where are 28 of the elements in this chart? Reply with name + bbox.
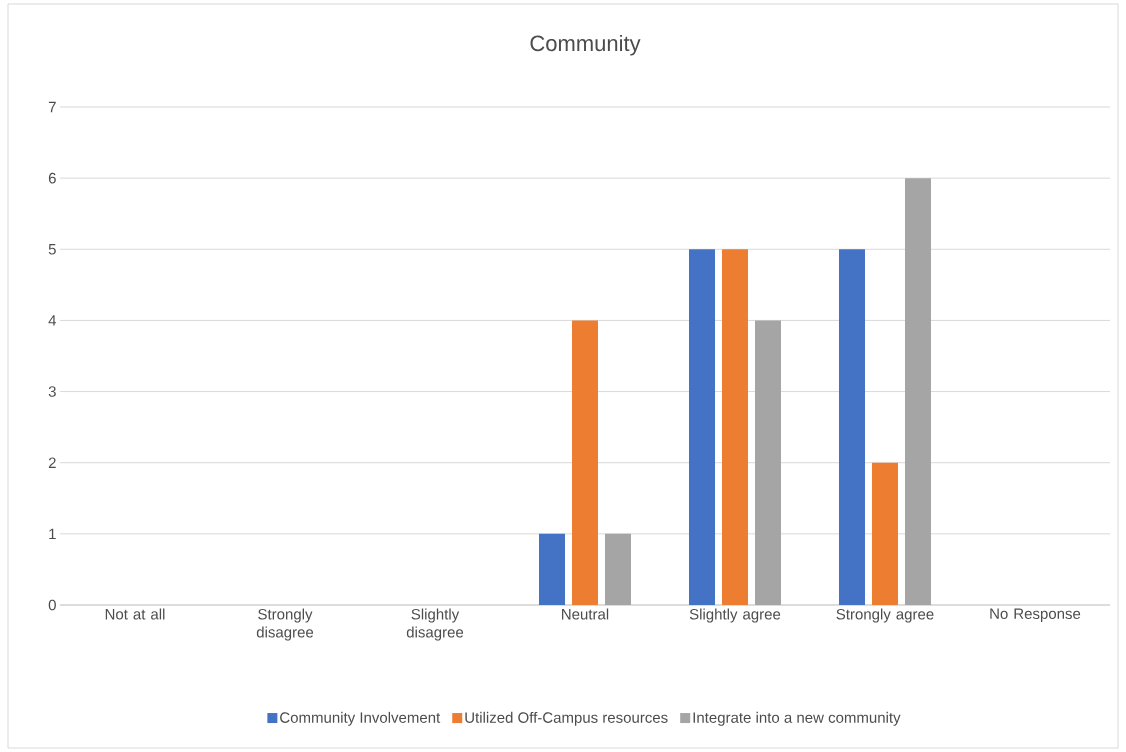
bar <box>904 178 931 605</box>
bar <box>604 533 631 605</box>
bar <box>871 462 898 605</box>
x-tick-label: Neutral <box>562 608 609 620</box>
bar <box>538 533 565 605</box>
bar <box>571 320 598 605</box>
legend-label: Integrate into a new community <box>693 711 901 726</box>
y-tick-label: 5 <box>48 244 56 255</box>
y-tick-label: 2 <box>48 457 56 468</box>
y-tick-label: 1 <box>49 528 56 540</box>
y-tick-label: 0 <box>48 599 56 611</box>
x-tick-label: Slightly agree <box>689 608 781 623</box>
chart-title: Community <box>530 34 641 56</box>
x-tick-label: No Response <box>990 608 1081 622</box>
bar <box>688 249 715 605</box>
legend-label: Utilized Off-Campus resources <box>465 711 668 726</box>
legend-label: Community Involvement <box>280 711 441 726</box>
bar <box>838 249 865 605</box>
x-tick-label: Strongly disagree <box>256 608 314 641</box>
x-tick-label: Slightly disagree <box>406 608 464 641</box>
y-tick-label: 3 <box>48 386 56 397</box>
x-tick-label: Strongly agree <box>836 608 934 623</box>
x-tick-label: Not at all <box>105 608 165 620</box>
bar <box>754 320 781 605</box>
y-tick-label: 7 <box>48 101 56 113</box>
y-tick-label: 6 <box>48 172 56 184</box>
y-tick-label: 4 <box>48 315 57 326</box>
bar <box>721 249 748 605</box>
